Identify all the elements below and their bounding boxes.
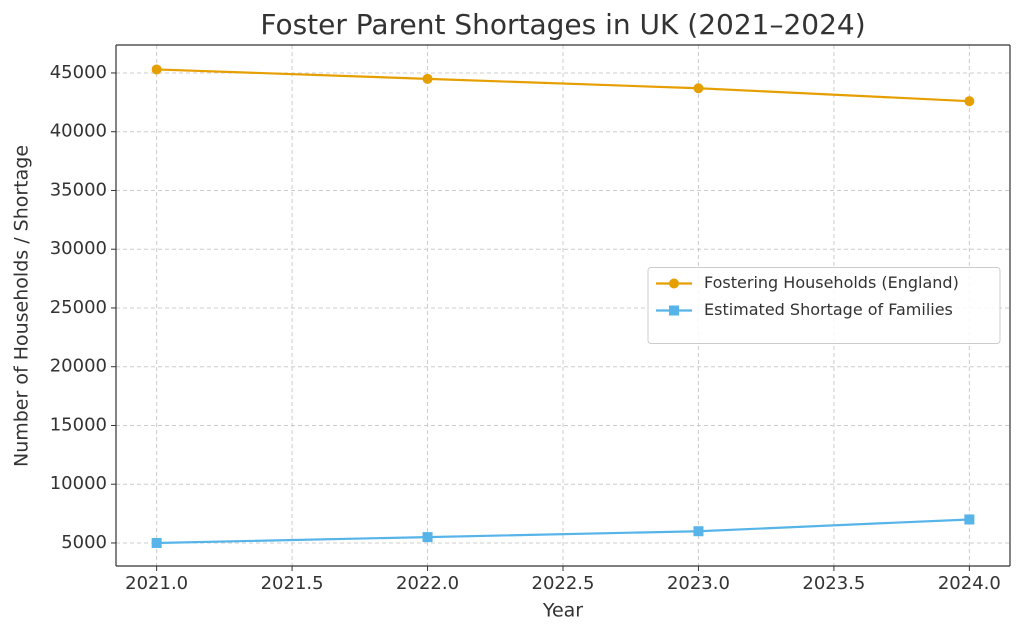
y-tick-label: 15000 — [50, 414, 107, 435]
legend: Fostering Households (England) Estimated … — [647, 267, 1001, 344]
marker — [151, 537, 162, 548]
y-tick-label: 40000 — [50, 121, 107, 142]
x-tick-label: 2023.5 — [802, 573, 865, 594]
y-tick-label: 45000 — [50, 62, 107, 83]
y-axis-label: Number of Households / Shortage — [11, 145, 33, 467]
y-tick-label: 5000 — [61, 532, 107, 553]
marker — [964, 96, 975, 107]
x-axis-label: Year — [542, 600, 583, 622]
chart-title: Foster Parent Shortages in UK (2021–2024… — [260, 8, 865, 41]
marker — [151, 64, 162, 75]
marker — [693, 526, 704, 537]
line — [156, 68, 970, 103]
legend-marker — [669, 278, 679, 289]
x-tick-label: 2024.0 — [938, 573, 1001, 594]
y-tick-label: 30000 — [50, 238, 107, 259]
x-tick-label: 2021.5 — [261, 573, 324, 594]
x-tick-label: 2022.5 — [532, 573, 595, 594]
x-tick-label: 2023.0 — [667, 573, 730, 594]
legend-box — [647, 267, 1001, 344]
line — [156, 518, 970, 545]
y-tick-label: 35000 — [50, 179, 107, 200]
x-tick-label: 2021.0 — [125, 573, 188, 594]
y-tick-label: 20000 — [50, 356, 107, 377]
y-tick-label: 25000 — [50, 297, 107, 318]
legend-label: Fostering Households (England) — [704, 273, 959, 292]
marker — [964, 514, 975, 525]
legend-marker — [669, 305, 679, 316]
marker — [693, 83, 704, 94]
x-tick-label: 2022.0 — [396, 573, 459, 594]
marker — [422, 532, 433, 543]
y-tick-label: 10000 — [50, 473, 107, 494]
marker — [422, 73, 433, 84]
legend-label: Estimated Shortage of Families — [704, 300, 953, 319]
